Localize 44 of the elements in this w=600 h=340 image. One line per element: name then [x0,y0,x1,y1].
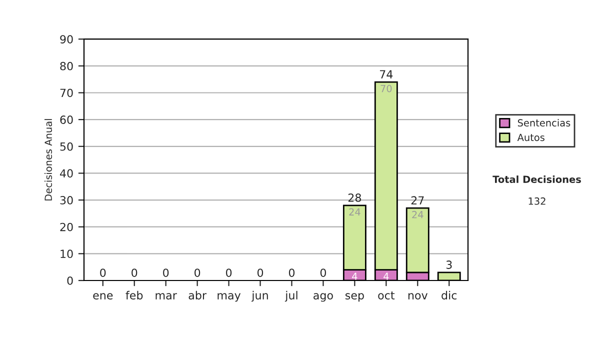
x-tick-label: abr [188,290,207,300]
legend-label: Sentencias [518,118,570,127]
x-tick-label: mar [156,293,177,300]
total-label: 0 [320,268,326,278]
total-label: 28 [348,194,361,202]
data-label: 70 [380,84,392,92]
text: Total Decisiones [492,175,581,184]
x-tick-label: oct [378,292,395,300]
y-tick-label: 70 [60,88,73,98]
total-label: 27 [411,196,424,204]
x-tick-label: ago [314,293,333,302]
x-tick-label: nov [408,293,428,300]
y-tick-label: 0 [67,276,73,285]
total-label: 0 [163,268,169,278]
y-tick-label: 30 [60,196,73,204]
x-tick-label: ene [93,293,113,300]
x-tick-label: feb [126,290,143,300]
y-tick-label: 20 [60,222,73,232]
total-label: 0 [288,268,295,278]
total-label: 74 [380,70,393,78]
total-label: 0 [226,268,232,278]
y-tick-label: 80 [60,62,73,70]
total-label: 0 [257,268,264,278]
data-label: 4 [384,272,389,280]
y-tick-label: 40 [60,169,73,178]
total-label: 0 [100,268,106,278]
total-label: 0 [194,268,200,278]
y-tick-label: 90 [60,35,73,44]
x-tick-label: jun [251,290,268,302]
total-label: 0 [132,268,138,278]
y-tick-label: 60 [60,116,73,124]
y-tick-label: 10 [60,250,73,258]
x-tick-label: sep [345,293,364,302]
text: 132 [528,197,546,205]
data-label: 24 [412,210,424,218]
data-label: 4 [352,272,358,280]
total-label: 3 [446,260,452,269]
x-tick-label: dic [442,290,457,300]
x-tick-label: jul [284,290,298,302]
legend-label: Autos [517,134,544,142]
data-label: 24 [349,208,360,216]
x-tick-label: may [218,293,241,302]
y-tick-label: 50 [60,142,73,151]
y-axis-title: Decisiones Anual [44,119,52,200]
